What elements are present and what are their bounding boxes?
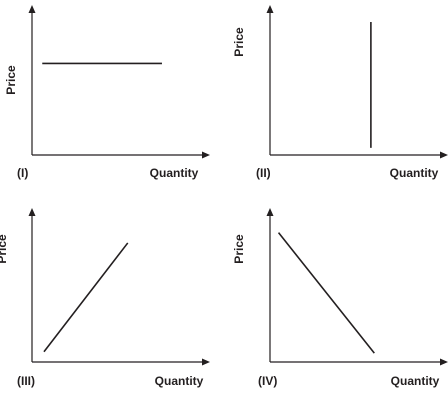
panel-4-y-label: Price [232,234,246,264]
panel-3: Price Quantity (III) [0,208,210,388]
panel-1-x-arrow-icon [202,151,210,159]
panel-4-label: (IV) [258,374,277,388]
panel-4-y-arrow-icon [266,208,274,216]
panel-1-x-label: Quantity [150,166,199,180]
panel-3-y-arrow-icon [28,208,36,216]
panel-4-x-arrow-icon [440,358,448,366]
panel-2-x-label: Quantity [390,166,439,180]
panel-4: Price Quantity (IV) [232,208,448,388]
panel-1: Price Quantity (I) [4,5,210,180]
panel-3-y-label: Price [0,234,9,264]
panel-3-x-label: Quantity [155,374,204,388]
panel-2-y-label: Price [232,27,246,57]
panel-1-y-label: Price [4,65,18,95]
panel-2-x-arrow-icon [440,151,448,159]
panel-2-y-arrow-icon [266,5,274,13]
panel-2: Price Quantity (II) [232,5,448,180]
panel-4-x-label: Quantity [391,374,440,388]
panel-1-label: (I) [17,166,28,180]
panel-1-y-arrow-icon [28,5,36,13]
panel-2-label: (II) [256,166,271,180]
panel-4-curve [277,232,375,354]
panel-3-curve [43,242,129,353]
panel-3-label: (III) [17,374,35,388]
panel-3-x-arrow-icon [202,358,210,366]
